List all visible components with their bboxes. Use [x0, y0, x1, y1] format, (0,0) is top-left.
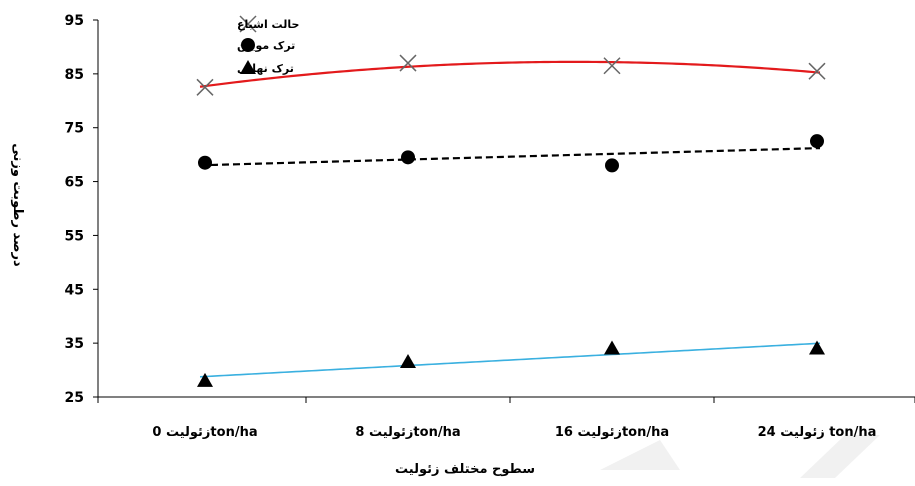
y-tick-label: 35	[65, 336, 84, 352]
data-point-series-2	[809, 341, 825, 355]
data-point-series-1	[401, 150, 415, 164]
x-tick-label: زئولیت 0ton/ha	[152, 425, 257, 440]
data-point-series-2	[197, 373, 213, 387]
legend: حالت اشباع ترک مویین ترک نهایی	[237, 16, 299, 75]
x-tick-label: زئولیت 8ton/ha	[355, 425, 460, 440]
trendline-series-1	[200, 148, 820, 165]
legend-label: حالت اشباع	[237, 18, 299, 31]
data-markers	[197, 55, 825, 387]
data-point-series-2	[604, 341, 620, 355]
trendlines	[200, 62, 820, 377]
y-tick-label: 45	[65, 282, 84, 298]
y-tick-label: 85	[65, 67, 84, 83]
y-tick-label: 95	[65, 13, 84, 29]
y-tick-label: 65	[65, 175, 84, 191]
legend-label: ترک مویین	[237, 39, 295, 52]
x-axis-title: سطوح مختلف زئولیت	[395, 462, 535, 477]
data-point-series-2	[400, 354, 416, 368]
x-tick-label: زئولیت 16ton/ha	[555, 425, 669, 440]
y-tick-label: 25	[65, 390, 84, 406]
y-tick-label: 55	[65, 228, 84, 244]
trendline-series-2	[200, 343, 820, 377]
y-axis-title: درصد رطوبت وزنی	[10, 143, 25, 267]
data-point-series-0	[400, 55, 416, 71]
data-point-series-0	[197, 79, 213, 95]
data-point-series-1	[810, 134, 824, 148]
y-tick-label: 75	[65, 121, 84, 137]
axes: 25 35 45 55 65 75 85 95 زئولیت 0ton/ha زئولیت 8to…	[65, 13, 915, 440]
data-point-series-1	[198, 156, 212, 170]
legend-label: ترک نهایی	[237, 62, 294, 75]
data-point-series-0	[604, 58, 620, 74]
data-point-series-1	[605, 158, 619, 172]
watermark	[600, 435, 880, 478]
